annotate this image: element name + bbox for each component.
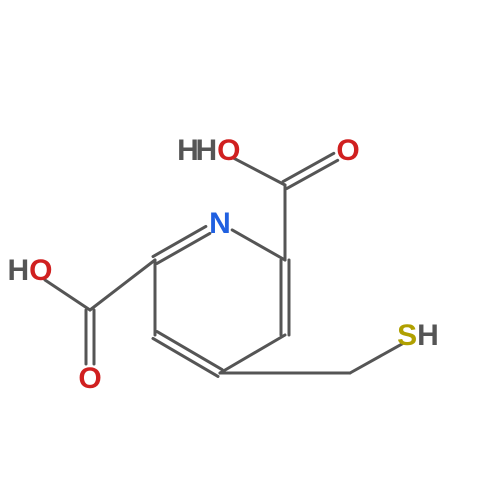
atom-OB1: O [78, 362, 101, 395]
atom-OA2: HO [195, 134, 240, 167]
bond-layer [45, 153, 402, 376]
atom-layer: NOHOHOHOSH [7, 134, 438, 395]
atom-CA2H: H [177, 134, 199, 167]
molecule-diagram: NOHOHOHOSH [0, 0, 500, 500]
atom-OB2: HO [7, 254, 52, 287]
atom-OA1: O [336, 134, 359, 167]
atom-N1: N [209, 207, 231, 240]
atom-SH: SH [397, 319, 439, 352]
